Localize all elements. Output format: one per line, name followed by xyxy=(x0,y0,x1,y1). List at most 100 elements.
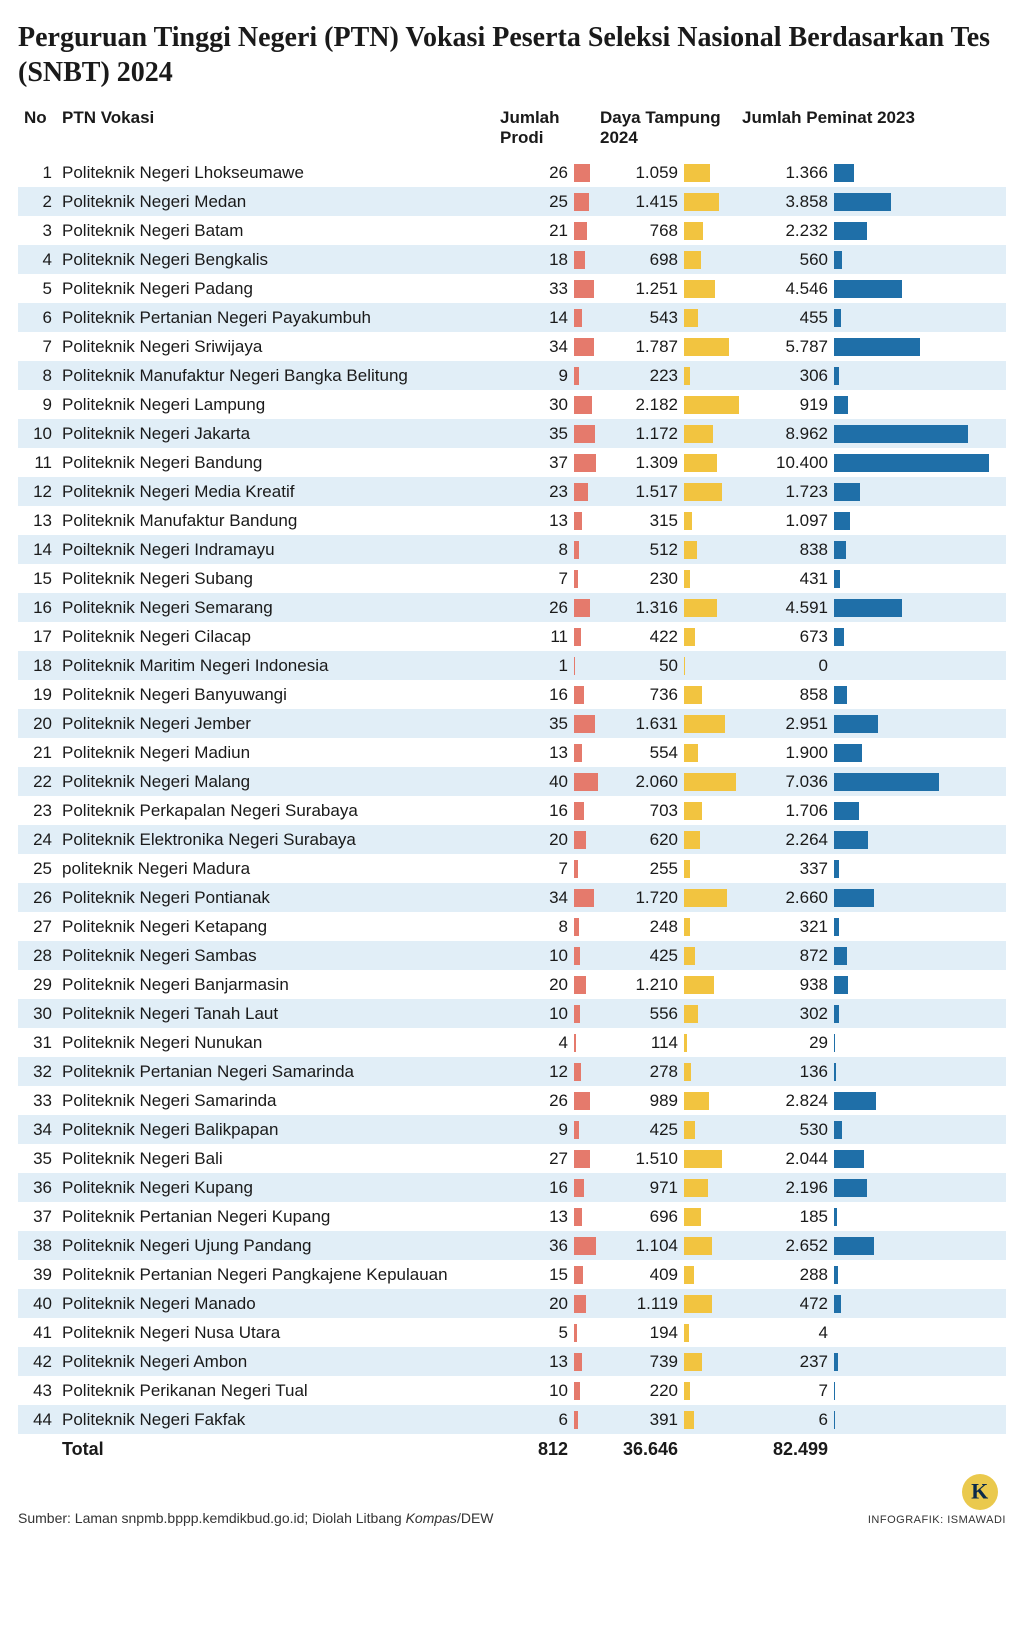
kompas-logo-icon: K xyxy=(955,1467,1006,1518)
table-row: 29Politeknik Negeri Banjarmasin201.21093… xyxy=(18,970,1006,999)
row-prodi-value: 20 xyxy=(500,976,572,993)
prodi-bar xyxy=(574,1121,579,1139)
table-row: 9Politeknik Negeri Lampung302.182919 xyxy=(18,390,1006,419)
peminat-bar xyxy=(834,831,868,849)
table-header: No PTN Vokasi Jumlah Prodi Daya Tampung … xyxy=(18,104,1006,158)
daya-bar xyxy=(684,918,690,936)
row-prodi-value: 1 xyxy=(500,657,572,674)
footer: Sumber: Laman snpmb.bppp.kemdikbud.go.id… xyxy=(18,1472,1006,1526)
daya-bar xyxy=(684,1150,722,1168)
total-daya: 36.646 xyxy=(600,1439,682,1460)
row-peminat-value: 2.044 xyxy=(742,1150,832,1167)
row-daya-value: 230 xyxy=(600,570,682,587)
row-no: 40 xyxy=(18,1295,60,1312)
row-prodi-value: 25 xyxy=(500,193,572,210)
prodi-bar xyxy=(574,1353,582,1371)
daya-bar xyxy=(684,1208,701,1226)
peminat-bar xyxy=(834,918,839,936)
prodi-bar xyxy=(574,483,588,501)
row-prodi-value: 37 xyxy=(500,454,572,471)
row-daya-value: 703 xyxy=(600,802,682,819)
row-peminat-value: 472 xyxy=(742,1295,832,1312)
row-peminat-value: 872 xyxy=(742,947,832,964)
row-name: Politeknik Manufaktur Bandung xyxy=(60,512,500,529)
total-prodi: 812 xyxy=(500,1439,572,1460)
row-prodi-value: 13 xyxy=(500,512,572,529)
row-daya-value: 2.182 xyxy=(600,396,682,413)
row-no: 22 xyxy=(18,773,60,790)
row-name: Politeknik Negeri Subang xyxy=(60,570,500,587)
peminat-bar xyxy=(834,164,854,182)
row-no: 20 xyxy=(18,715,60,732)
row-prodi-value: 16 xyxy=(500,1179,572,1196)
row-peminat-value: 288 xyxy=(742,1266,832,1283)
row-name: Politeknik Negeri Lhokseumawe xyxy=(60,164,500,181)
total-label: Total xyxy=(60,1439,500,1460)
table-row: 19Politeknik Negeri Banyuwangi16736858 xyxy=(18,680,1006,709)
row-prodi-value: 34 xyxy=(500,338,572,355)
row-prodi-value: 13 xyxy=(500,1353,572,1370)
row-name: Politeknik Negeri Batam xyxy=(60,222,500,239)
row-name: Politeknik Pertanian Negeri Kupang xyxy=(60,1208,500,1225)
row-name: Politeknik Negeri Fakfak xyxy=(60,1411,500,1428)
prodi-bar xyxy=(574,773,598,791)
peminat-bar xyxy=(834,1266,838,1284)
table-row: 22Politeknik Negeri Malang402.0607.036 xyxy=(18,767,1006,796)
row-peminat-value: 431 xyxy=(742,570,832,587)
peminat-bar xyxy=(834,1295,841,1313)
row-name: Politeknik Negeri Jakarta xyxy=(60,425,500,442)
row-daya-value: 114 xyxy=(600,1034,682,1051)
prodi-bar xyxy=(574,541,579,559)
prodi-bar xyxy=(574,570,578,588)
row-prodi-value: 26 xyxy=(500,164,572,181)
table-row: 30Politeknik Negeri Tanah Laut10556302 xyxy=(18,999,1006,1028)
row-peminat-value: 5.787 xyxy=(742,338,832,355)
daya-bar xyxy=(684,1324,689,1342)
row-name: politeknik Negeri Madura xyxy=(60,860,500,877)
daya-bar xyxy=(684,1237,712,1255)
row-peminat-value: 838 xyxy=(742,541,832,558)
row-no: 4 xyxy=(18,251,60,268)
row-peminat-value: 2.652 xyxy=(742,1237,832,1254)
prodi-bar xyxy=(574,1237,596,1255)
peminat-bar xyxy=(834,251,842,269)
row-prodi-value: 9 xyxy=(500,1121,572,1138)
row-daya-value: 425 xyxy=(600,947,682,964)
table-row: 44Politeknik Negeri Fakfak63916 xyxy=(18,1405,1006,1434)
row-prodi-value: 10 xyxy=(500,1005,572,1022)
row-daya-value: 554 xyxy=(600,744,682,761)
row-no: 41 xyxy=(18,1324,60,1341)
row-daya-value: 543 xyxy=(600,309,682,326)
row-peminat-value: 455 xyxy=(742,309,832,326)
daya-bar xyxy=(684,1353,702,1371)
table-row: 33Politeknik Negeri Samarinda269892.824 xyxy=(18,1086,1006,1115)
row-peminat-value: 2.824 xyxy=(742,1092,832,1109)
row-no: 33 xyxy=(18,1092,60,1109)
daya-bar xyxy=(684,976,714,994)
daya-bar xyxy=(684,1121,695,1139)
daya-bar xyxy=(684,280,715,298)
row-daya-value: 391 xyxy=(600,1411,682,1428)
daya-bar xyxy=(684,338,729,356)
row-peminat-value: 2.264 xyxy=(742,831,832,848)
table-row: 34Politeknik Negeri Balikpapan9425530 xyxy=(18,1115,1006,1144)
daya-bar xyxy=(684,251,701,269)
row-prodi-value: 18 xyxy=(500,251,572,268)
row-prodi-value: 21 xyxy=(500,222,572,239)
row-name: Politeknik Negeri Lampung xyxy=(60,396,500,413)
peminat-bar xyxy=(834,715,878,733)
total-row: Total 812 36.646 82.499 xyxy=(18,1434,1006,1462)
table-row: 11Politeknik Negeri Bandung371.30910.400 xyxy=(18,448,1006,477)
peminat-bar xyxy=(834,773,939,791)
row-prodi-value: 14 xyxy=(500,309,572,326)
row-prodi-value: 7 xyxy=(500,570,572,587)
row-daya-value: 278 xyxy=(600,1063,682,1080)
row-no: 44 xyxy=(18,1411,60,1428)
row-peminat-value: 10.400 xyxy=(742,454,832,471)
row-no: 24 xyxy=(18,831,60,848)
row-no: 17 xyxy=(18,628,60,645)
peminat-bar xyxy=(834,1063,836,1081)
row-daya-value: 223 xyxy=(600,367,682,384)
row-prodi-value: 35 xyxy=(500,715,572,732)
peminat-bar xyxy=(834,599,902,617)
